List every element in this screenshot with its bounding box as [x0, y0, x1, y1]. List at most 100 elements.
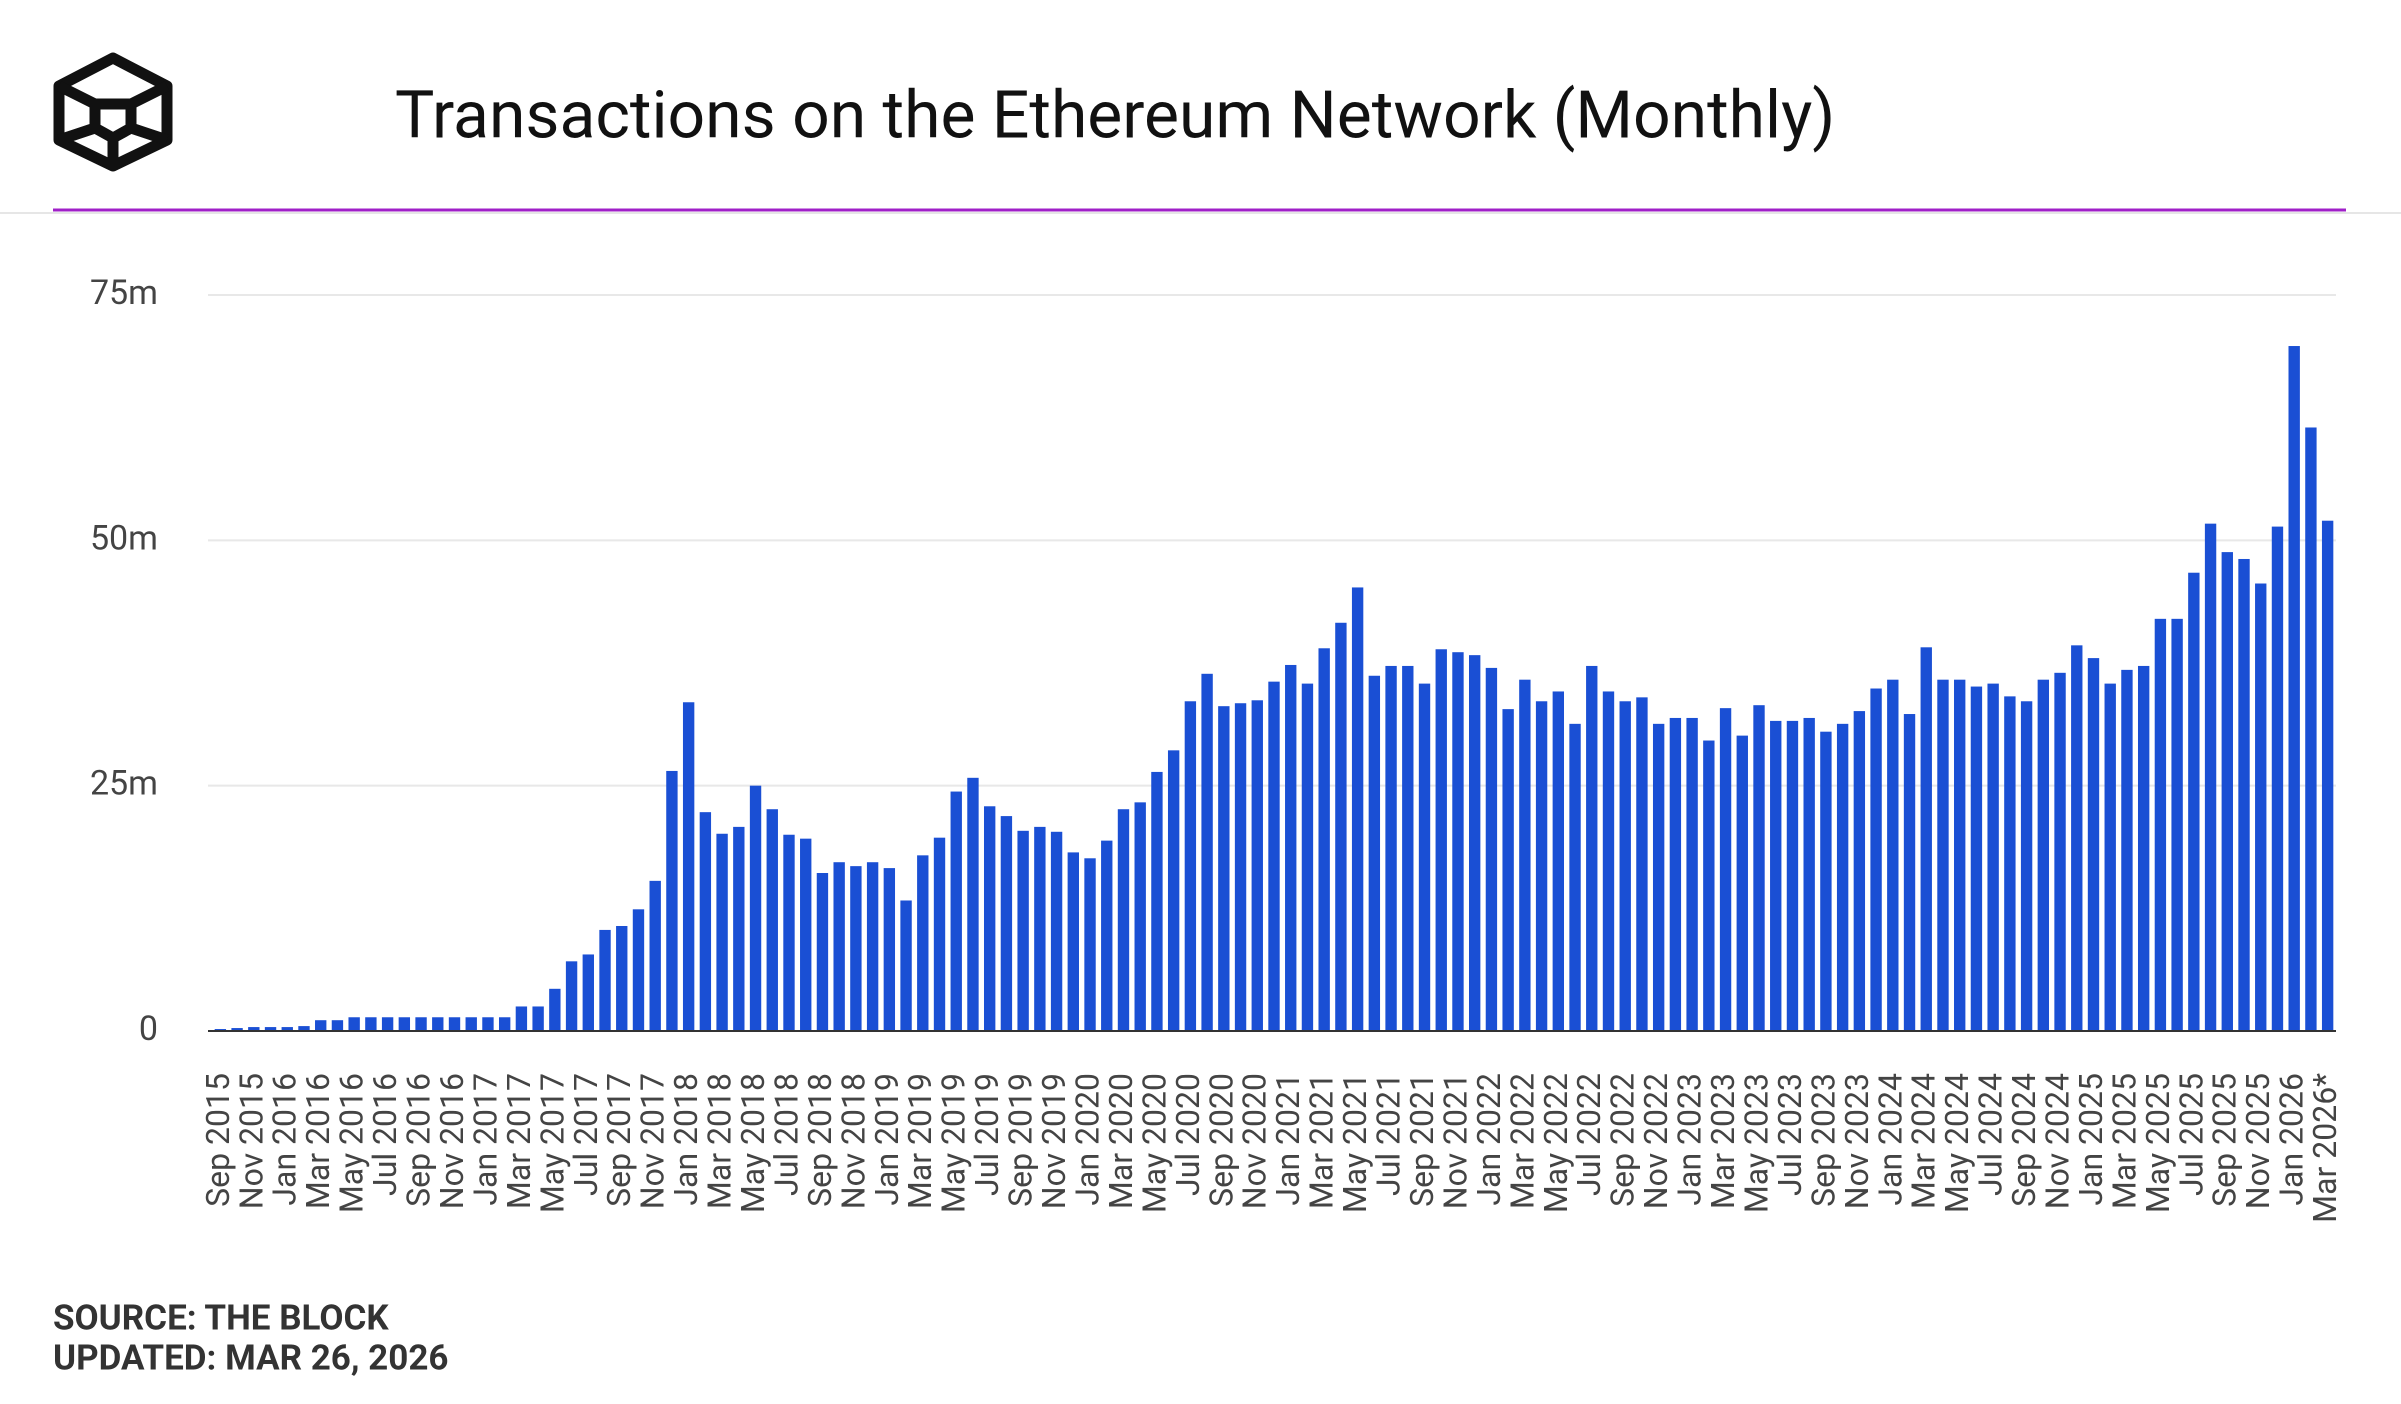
bar: [582, 954, 594, 1031]
x-tick-label: Jan 2026: [2273, 1073, 2311, 1206]
bar: [515, 1006, 528, 1031]
y-tick-label: 25m: [90, 764, 158, 804]
bar: [1167, 750, 1180, 1031]
bar: [1770, 720, 1782, 1031]
x-tick-label: Nov 2017: [634, 1073, 672, 1209]
bar: [2071, 645, 2083, 1031]
bar: [816, 873, 829, 1031]
bar: [1870, 688, 1882, 1031]
bar: [1619, 701, 1631, 1031]
x-tick-label: Mar 2016: [299, 1073, 337, 1209]
bar: [1753, 705, 1765, 1031]
bar: [749, 785, 762, 1031]
bar: [1251, 700, 1263, 1031]
bar: [1335, 622, 1347, 1031]
bar: [448, 1017, 461, 1031]
x-tick-label: Jul 2024: [1972, 1073, 2010, 1196]
x-tick-label: May 2019: [935, 1073, 973, 1213]
bar: [950, 791, 962, 1031]
x-tick-label: Nov 2023: [1838, 1073, 1876, 1209]
bar: [1084, 858, 1096, 1031]
bar: [1318, 648, 1330, 1031]
bar: [1301, 683, 1314, 1031]
bar: [2020, 701, 2033, 1031]
bar: [532, 1006, 544, 1031]
bar: [1385, 665, 1397, 1031]
x-tick-label: Jul 2022: [1570, 1073, 1608, 1196]
x-tick-label: Nov 2025: [2239, 1073, 2277, 1209]
bar: [2104, 683, 2116, 1031]
x-tick-label: Sep 2023: [1804, 1073, 1842, 1207]
x-tick-label: Mar 2022: [1503, 1073, 1541, 1209]
x-tick-label: May 2024: [1938, 1073, 1976, 1213]
source: SOURCE: THE BLOCK: [53, 1297, 389, 1338]
x-tick-label: Jul 2020: [1169, 1073, 1207, 1196]
bar: [1117, 809, 1130, 1031]
bar: [1201, 673, 1213, 1031]
x-tick-label: Nov 2024: [2039, 1073, 2077, 1209]
chart-title: Transactions on the Ethereum Network (Mo…: [395, 77, 1835, 154]
bar: [331, 1020, 344, 1031]
x-tick-label: Sep 2020: [1202, 1073, 1240, 1207]
bar: [1602, 691, 1615, 1031]
bar: [415, 1017, 427, 1031]
x-tick-label: Jul 2023: [1771, 1073, 1809, 1196]
bar: [833, 862, 845, 1031]
bar: [1067, 852, 1079, 1031]
y-tick-label: 50m: [90, 518, 158, 558]
bar: [766, 809, 778, 1031]
bar: [1485, 667, 1498, 1031]
bar: [1368, 675, 1381, 1031]
bar: [1669, 717, 1682, 1031]
bar: [1351, 587, 1364, 1031]
x-tick-label: May 2016: [333, 1073, 371, 1213]
x-tick-label: Mar 2019: [901, 1073, 939, 1209]
bar: [1034, 826, 1046, 1031]
x-tick-label: Jul 2019: [968, 1073, 1006, 1196]
bar: [2087, 658, 2100, 1031]
x-tick-label: Jul 2017: [567, 1073, 605, 1196]
bar: [465, 1017, 477, 1031]
x-tick-label: Jan 2021: [1269, 1073, 1307, 1206]
bar: [2154, 618, 2167, 1031]
bar: [2321, 520, 2334, 1031]
x-tick-label: Nov 2021: [1436, 1073, 1474, 1209]
bar: [1184, 701, 1197, 1031]
bar: [800, 838, 812, 1031]
bar: [1820, 731, 1832, 1031]
bar: [1987, 683, 1999, 1031]
bar: [1519, 679, 1531, 1031]
x-tick-label: Mar 2021: [1303, 1073, 1341, 1209]
bar: [2137, 665, 2150, 1031]
bar: [498, 1017, 511, 1031]
x-tick-label: May 2021: [1336, 1073, 1374, 1213]
x-tick-label: Jan 2017: [466, 1073, 504, 1206]
x-tick-label: Jul 2021: [1370, 1073, 1408, 1196]
bar: [2238, 558, 2250, 1031]
bar: [1586, 665, 1598, 1031]
x-tick-label: Jan 2016: [266, 1073, 304, 1206]
bar: [1937, 679, 1949, 1031]
x-tick-label: Sep 2018: [801, 1073, 839, 1207]
bar: [666, 770, 678, 1031]
x-tick-label: Nov 2018: [834, 1073, 872, 1209]
bar: [1452, 652, 1464, 1031]
bar: [365, 1017, 377, 1031]
bar: [264, 1027, 277, 1031]
bar: [1786, 720, 1799, 1031]
bar: [298, 1026, 310, 1031]
x-tick-label: May 2025: [2139, 1073, 2177, 1213]
bar: [632, 909, 645, 1031]
x-tick-label: Nov 2015: [232, 1073, 270, 1209]
bar: [1803, 717, 1815, 1031]
x-tick-label: Jan 2018: [667, 1073, 705, 1206]
bar: [381, 1017, 394, 1031]
x-tick-label: Mar 2023: [1704, 1073, 1742, 1209]
x-tick-label: Jul 2018: [767, 1073, 805, 1196]
bar: [900, 900, 912, 1031]
bar: [1903, 714, 1916, 1031]
bar: [1151, 771, 1163, 1031]
bar: [2121, 669, 2133, 1031]
x-tick-label: Mar 2020: [1102, 1073, 1140, 1209]
bar: [1234, 703, 1247, 1031]
